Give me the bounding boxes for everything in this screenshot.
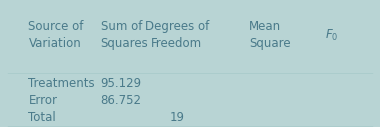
Text: 19: 19 bbox=[169, 111, 184, 124]
Text: 95.129: 95.129 bbox=[101, 77, 142, 90]
Text: Degrees of
Freedom: Degrees of Freedom bbox=[144, 20, 209, 50]
Text: Treatments: Treatments bbox=[28, 77, 95, 90]
Text: Mean
Square: Mean Square bbox=[249, 20, 291, 50]
Text: $F_0$: $F_0$ bbox=[325, 28, 338, 43]
Text: Source of
Variation: Source of Variation bbox=[28, 20, 84, 50]
Text: Error: Error bbox=[28, 94, 57, 107]
Text: Total: Total bbox=[28, 111, 56, 124]
Text: Sum of
Squares: Sum of Squares bbox=[101, 20, 149, 50]
Text: 86.752: 86.752 bbox=[101, 94, 142, 107]
